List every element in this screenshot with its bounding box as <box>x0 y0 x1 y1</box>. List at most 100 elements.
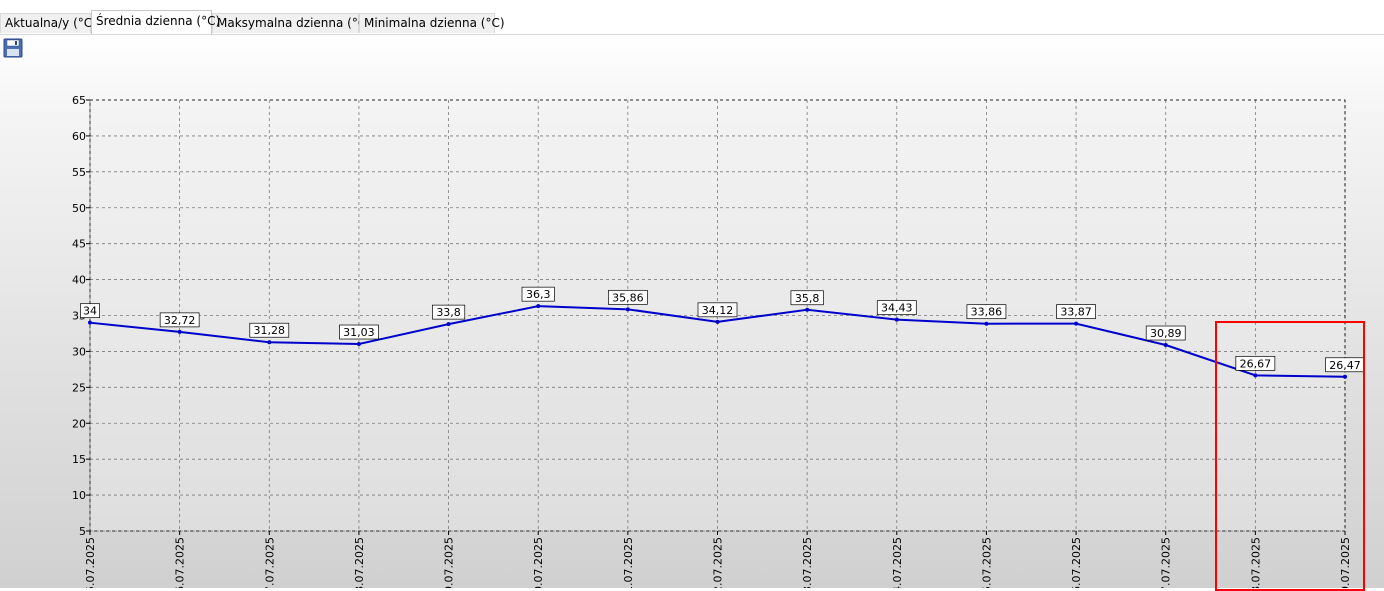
y-tick-label: 55 <box>72 166 86 179</box>
data-point <box>1074 321 1079 326</box>
data-label-text: 35,8 <box>795 292 820 305</box>
y-tick-label: 15 <box>72 453 86 466</box>
x-tick-label: 27.07.2025 <box>1160 537 1173 588</box>
y-tick-label: 60 <box>72 130 86 143</box>
data-label: 31,28 <box>249 322 290 338</box>
data-label: 35,86 <box>608 289 648 305</box>
data-label-box <box>1235 355 1276 371</box>
data-label-box <box>1056 304 1096 319</box>
y-tick-label: 25 <box>72 381 86 394</box>
tab-label: Aktualna/y (°C) <box>5 16 97 30</box>
data-point <box>446 322 451 327</box>
data-label: 33,86 <box>966 304 1007 320</box>
data-label-text: 35,86 <box>612 291 644 304</box>
data-point <box>894 317 899 322</box>
tab-label: Minimalna dzienna (°C) <box>364 16 505 30</box>
data-label-box <box>697 302 738 318</box>
data-label-box <box>249 322 290 338</box>
data-point <box>1343 374 1347 379</box>
chart-series <box>88 304 1347 379</box>
data-label-text: 36,3 <box>526 288 551 301</box>
x-tick-label: 15.07.2025 <box>84 537 97 588</box>
y-tick-label: 45 <box>72 238 86 251</box>
data-label-text: 31,28 <box>254 324 286 337</box>
data-label-box <box>608 289 648 305</box>
data-label: 34,12 <box>697 302 738 318</box>
data-label-box <box>966 304 1007 320</box>
data-label-box <box>339 324 379 340</box>
y-tick-label: 50 <box>72 202 86 215</box>
y-tick-label: 30 <box>72 345 86 358</box>
data-label: 34,43 <box>876 300 917 315</box>
x-tick-label: 17.07.2025 <box>263 537 276 588</box>
data-point <box>984 321 989 326</box>
data-label: 26,47 <box>1325 357 1365 373</box>
data-point <box>1253 373 1258 378</box>
y-tick-label: 20 <box>72 417 86 430</box>
save-button[interactable] <box>3 38 23 58</box>
data-label: 33,87 <box>1056 304 1096 319</box>
data-label: 34 <box>80 303 100 319</box>
chart-grid <box>89 99 1346 532</box>
data-label: 35,8 <box>790 290 824 306</box>
data-label-text: 32,72 <box>164 314 196 327</box>
data-point <box>536 304 541 309</box>
x-tick-label: 24.07.2025 <box>891 537 904 588</box>
data-label: 26,67 <box>1235 355 1276 371</box>
data-label-text: 33,8 <box>436 306 461 319</box>
x-tick-label: 19.07.2025 <box>443 537 456 588</box>
data-point <box>88 320 92 325</box>
tab-label: Maksymalna dzienna (°C) <box>217 16 371 30</box>
data-label: 36,3 <box>521 286 555 302</box>
data-point <box>625 307 630 312</box>
data-label-text: 34,12 <box>702 304 734 317</box>
chart-panel: 5 10 15 20 25 30 35 40 45 50 55 60 65 15.07.2025 16.07… <box>0 35 1384 588</box>
data-point <box>356 342 361 347</box>
tab-strip: Aktualna/y (°C) Średnia dzienna (°C) Mak… <box>0 0 1384 35</box>
y-tick-label: 5 <box>79 525 86 538</box>
data-point <box>267 340 272 345</box>
data-label-text: 33,87 <box>1060 306 1092 319</box>
x-tick-label: 23.07.2025 <box>801 537 814 588</box>
data-label-text: 26,47 <box>1329 359 1361 372</box>
data-label-text: 26,67 <box>1240 357 1272 370</box>
floppy-disk-save-icon <box>3 38 23 58</box>
data-label-box <box>1145 325 1186 341</box>
x-tick-label: 25.07.2025 <box>980 537 993 588</box>
data-label-box <box>432 304 466 320</box>
data-label-text: 33,86 <box>971 306 1003 319</box>
data-label-text: 30,89 <box>1150 327 1182 340</box>
data-label-text: 31,03 <box>343 326 375 339</box>
data-label: 32,72 <box>159 312 200 328</box>
tab-label: Średnia dzienna (°C) <box>96 14 221 28</box>
x-tick-label: 22.07.2025 <box>712 537 725 588</box>
y-tick-label: 65 <box>72 94 86 107</box>
data-label-box <box>80 303 100 319</box>
tab-daily-maximum[interactable]: Maksymalna dzienna (°C) <box>212 13 371 33</box>
tab-daily-average[interactable]: Średnia dzienna (°C) <box>91 10 220 34</box>
x-tick-label: 26.07.2025 <box>1070 537 1083 588</box>
data-label-box <box>876 300 917 315</box>
data-label-box <box>159 312 200 328</box>
data-point <box>805 307 810 312</box>
data-point <box>177 329 182 334</box>
data-point <box>715 319 720 324</box>
x-tick-label: 16.07.2025 <box>174 537 187 588</box>
data-point <box>1163 343 1168 348</box>
data-label: 33,8 <box>432 304 466 320</box>
y-tick-label: 40 <box>72 274 86 287</box>
data-label: 30,89 <box>1145 325 1186 341</box>
data-label-box <box>790 290 824 306</box>
x-tick-label: 18.07.2025 <box>353 537 366 588</box>
x-tick-label: 28.07.2025 <box>1249 537 1262 588</box>
data-label-text: 34,43 <box>881 302 913 315</box>
tab-daily-minimum[interactable]: Minimalna dzienna (°C) <box>359 13 505 33</box>
tab-current-temp[interactable]: Aktualna/y (°C) <box>0 13 97 33</box>
x-tick-label: 21.07.2025 <box>622 537 635 588</box>
data-label: 31,03 <box>339 324 379 340</box>
chart-data-labels: 34 32,72 31,28 31,03 33,8 36,3 35,86 34,12 35,8 3… <box>80 286 1365 373</box>
data-label-text: 34 <box>83 305 97 318</box>
x-tick-label: 20.07.2025 <box>532 537 545 588</box>
